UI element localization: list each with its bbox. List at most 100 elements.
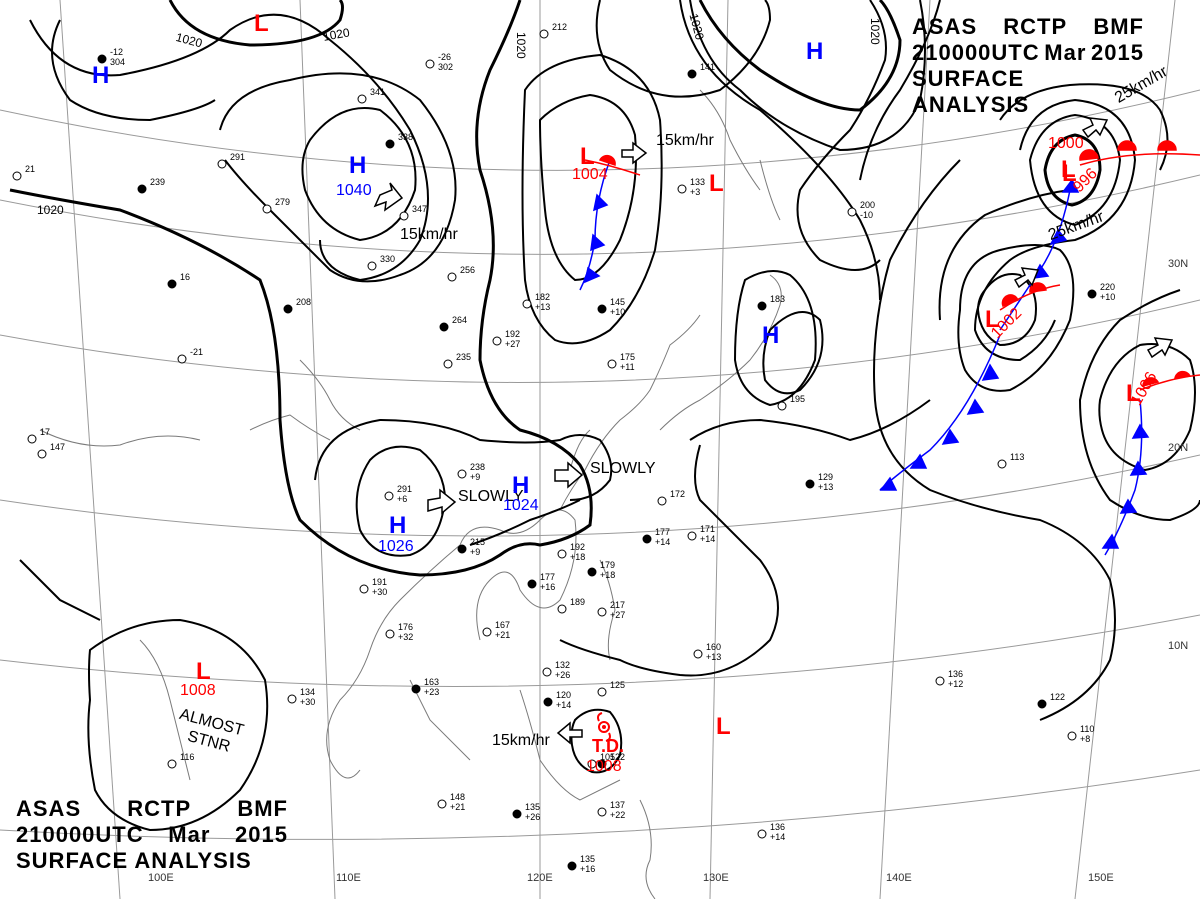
- low-pressure-center: L: [580, 143, 595, 170]
- station-circle: [167, 279, 177, 289]
- station-value: 279: [275, 197, 290, 207]
- station-value: 122: [610, 752, 625, 762]
- station-value: 338: [398, 132, 413, 142]
- station-circle: [543, 697, 553, 707]
- product-label: SURFACE ANALYSIS: [16, 848, 252, 873]
- station-circle: [777, 401, 787, 411]
- station-circle: [693, 649, 703, 659]
- station-circle: [37, 449, 47, 459]
- station-value: 195: [790, 394, 805, 404]
- station-value: 177 +16: [540, 572, 555, 592]
- station-circle: [443, 359, 453, 369]
- station-circle: [597, 687, 607, 697]
- longitude-label: 140E: [886, 872, 912, 884]
- station-circle: [587, 759, 597, 769]
- motion-label: SLOWLY: [458, 488, 524, 505]
- station-circle: [167, 759, 177, 769]
- station-circle: [1067, 731, 1077, 741]
- station-value: 212: [552, 22, 567, 32]
- longitude-label: 100E: [148, 872, 174, 884]
- motion-label: SLOWLY: [590, 460, 656, 477]
- station-value: 179 +18: [600, 560, 615, 580]
- station-circle: [687, 69, 697, 79]
- station-circle: [597, 304, 607, 314]
- station-value: 105: [600, 752, 615, 762]
- year-label: 2015: [235, 822, 288, 847]
- longitude-label: 130E: [703, 872, 729, 884]
- station-circle: [597, 607, 607, 617]
- station-value: 183: [770, 294, 785, 304]
- central-pressure-value: 1026: [378, 538, 414, 555]
- station-circle: [512, 809, 522, 819]
- station-circle: [557, 549, 567, 559]
- low-pressure-center: L: [985, 306, 1000, 333]
- station-circle: [527, 579, 537, 589]
- tropical-depression-symbol: [597, 712, 611, 742]
- station-value: 120 +14: [556, 690, 571, 710]
- station-value: 235: [456, 352, 471, 362]
- central-pressure-value: 1008: [586, 758, 622, 775]
- central-pressure-value: 1000: [1048, 135, 1084, 152]
- station-circle: [437, 799, 447, 809]
- high-pressure-center: H: [512, 472, 530, 499]
- station-value: 125: [610, 680, 625, 690]
- station-value: 148 +21: [450, 792, 465, 812]
- station-circle: [522, 299, 532, 309]
- station-circle: [425, 59, 435, 69]
- station-circle: [687, 531, 697, 541]
- station-circle: [177, 354, 187, 364]
- station-circle: [539, 29, 549, 39]
- arrow-icon: [554, 461, 584, 489]
- station-value: 341: [370, 87, 385, 97]
- station-value: 176 +32: [398, 622, 413, 642]
- station-circle: [457, 544, 467, 554]
- station-value: 116: [180, 752, 194, 762]
- station-value: 136 +12: [948, 669, 963, 689]
- station-circle: [447, 272, 457, 282]
- year-label: 2015: [1091, 40, 1144, 65]
- station-circle: [607, 359, 617, 369]
- central-pressure-value: 1004: [572, 166, 608, 183]
- cold-front-1: [579, 159, 611, 291]
- high-pressure-center: H: [389, 512, 407, 539]
- station-circle: [384, 491, 394, 501]
- station-value: 256: [460, 265, 475, 275]
- motion-label: 15km/hr: [400, 226, 458, 243]
- station-value: 347: [412, 204, 427, 214]
- station-value: 291: [230, 152, 245, 162]
- station-circle: [262, 204, 272, 214]
- high-pressure-center: H: [92, 62, 110, 89]
- agency-label: ASAS: [16, 796, 82, 821]
- datetime-label: 210000UTC: [912, 40, 1040, 65]
- station-value: 110 +8: [1080, 724, 1094, 744]
- station-circle: [757, 301, 767, 311]
- station-circle: [587, 567, 597, 577]
- longitude-label: 120E: [527, 872, 553, 884]
- station-value: 136 +14: [770, 822, 785, 842]
- station-circle: [935, 676, 945, 686]
- station-circle: [385, 629, 395, 639]
- arrow-icon: [621, 141, 648, 165]
- station-value: -12 304: [110, 47, 125, 67]
- station-circle: [287, 694, 297, 704]
- isobar-value-label: 1020: [868, 18, 882, 45]
- station-value: 238 +9: [470, 462, 485, 482]
- station-circle: [492, 336, 502, 346]
- station-value: 133 +3: [690, 177, 705, 197]
- arrow-icon: [373, 182, 404, 212]
- title-block-top-right: ASAS RCTP BMF 210000UTC Mar 2015 SURFACE ANA…: [912, 14, 1144, 118]
- station-value: 192 +27: [505, 329, 520, 349]
- central-pressure-value: 1040: [336, 182, 372, 199]
- station-value: 217 +27: [610, 600, 625, 620]
- station-circle: [399, 211, 409, 221]
- station-circle: [283, 304, 293, 314]
- station-value: 113: [1010, 452, 1024, 462]
- station-circle: [557, 604, 567, 614]
- station-value: 21: [25, 164, 35, 174]
- parallel-lines: [0, 89, 1200, 840]
- low-pressure-center: L: [254, 10, 269, 37]
- low-pressure-center: T.D.: [592, 736, 625, 756]
- warm-front-3: [999, 282, 1061, 311]
- high-pressure-center: H: [806, 38, 824, 65]
